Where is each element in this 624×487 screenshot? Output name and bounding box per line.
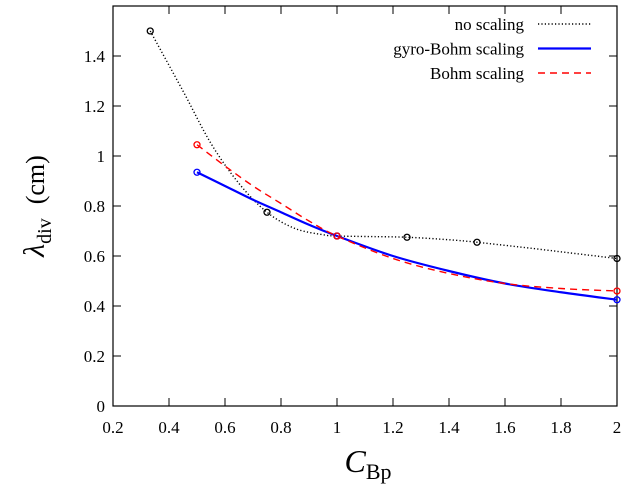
series-curves: [149, 30, 618, 301]
x-axis-label-subscript: Bp: [366, 459, 392, 484]
x-tick-label: 0.8: [270, 418, 291, 437]
y-tick-label: 0.8: [84, 197, 105, 216]
y-axis-label-unit: (cm): [21, 155, 50, 204]
x-tick-label: 0.6: [214, 418, 235, 437]
series-line-0: [149, 30, 618, 260]
plot-frame: [112, 5, 618, 407]
y-tick-label: 0: [97, 397, 106, 416]
x-axis-label: CBp: [344, 443, 391, 484]
legend-label: gyro-Bohm scaling: [393, 40, 524, 59]
series-markers: [146, 27, 621, 304]
series-line-1: [196, 171, 618, 301]
svg-text:CBp: CBp: [344, 443, 391, 484]
data-point: [613, 287, 621, 295]
data-point: [193, 168, 201, 176]
series-line-2: [196, 144, 618, 292]
y-tick-label: 0.6: [84, 247, 105, 266]
data-point: [333, 232, 341, 240]
legend: no scaling gyro-Bohm scaling Bohm scaling: [393, 15, 591, 83]
data-point: [263, 208, 271, 216]
y-tick-label: 0.4: [84, 297, 106, 316]
data-point: [613, 254, 621, 263]
axis-ticks: 0.2 0.4 0.6 0.8 1 1.2 1.4 1.6 1.8 2 0 0.2 0.4 0.6 0.8 1…: [84, 6, 622, 437]
y-tick-label: 1: [97, 147, 106, 166]
x-tick-label: 2: [613, 418, 622, 437]
y-tick-label: 1.4: [84, 47, 106, 66]
data-point: [193, 141, 201, 149]
x-tick-label: 1: [333, 418, 342, 437]
y-axis-label: λdiv (cm): [18, 155, 56, 258]
x-axis-label-symbol: C: [344, 443, 366, 479]
data-point: [146, 27, 154, 35]
x-tick-label: 1.6: [494, 418, 515, 437]
y-axis-label-subscript: div: [34, 218, 56, 244]
legend-label: Bohm scaling: [430, 64, 524, 83]
x-tick-label: 0.2: [102, 418, 123, 437]
data-point: [613, 296, 621, 304]
x-tick-label: 1.8: [550, 418, 571, 437]
x-tick-label: 1.2: [382, 418, 403, 437]
y-axis-label-symbol: λ: [18, 244, 51, 258]
legend-label: no scaling: [455, 15, 525, 34]
svg-text:λdiv(cm): λdiv (cm): [18, 155, 56, 258]
y-tick-label: 1.2: [84, 97, 105, 116]
x-tick-label: 0.4: [158, 418, 180, 437]
data-point: [473, 238, 481, 246]
x-tick-label: 1.4: [438, 418, 460, 437]
y-tick-label: 0.2: [84, 347, 105, 366]
data-point: [403, 233, 411, 241]
